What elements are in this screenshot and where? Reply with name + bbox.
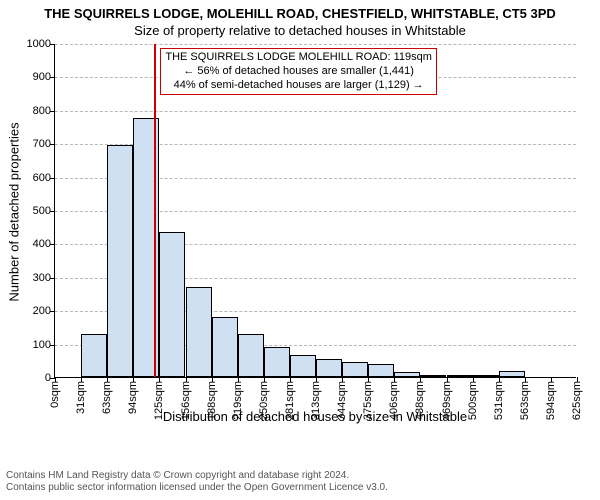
ytick-label: 800 <box>17 105 55 117</box>
xtick-label: 0sqm <box>49 377 61 408</box>
ytick-label: 500 <box>17 205 55 217</box>
ytick-label: 100 <box>17 339 55 351</box>
bar <box>81 334 107 377</box>
footer: Contains HM Land Registry data © Crown c… <box>0 466 394 500</box>
gridline <box>55 44 576 45</box>
bar <box>238 334 264 377</box>
bar <box>212 317 238 377</box>
gridline <box>55 111 576 112</box>
annotation-line: ← 56% of detached houses are smaller (1,… <box>165 65 432 79</box>
chart-area: 010020030040050060070080090010000sqm31sq… <box>54 44 576 422</box>
bar <box>342 362 368 377</box>
annotation-line: 44% of semi-detached houses are larger (… <box>165 79 432 93</box>
marker-line <box>154 44 156 377</box>
bar <box>186 287 212 377</box>
plot-area: 010020030040050060070080090010000sqm31sq… <box>54 44 576 378</box>
bar <box>159 232 185 377</box>
bar <box>107 145 133 377</box>
ytick-label: 400 <box>17 238 55 250</box>
footer-line-2: Contains public sector information licen… <box>6 482 388 494</box>
ytick-label: 300 <box>17 272 55 284</box>
footer-line-1: Contains HM Land Registry data © Crown c… <box>6 470 388 482</box>
page-subtitle: Size of property relative to detached ho… <box>0 21 600 38</box>
ytick-label: 700 <box>17 138 55 150</box>
bar <box>316 359 342 377</box>
bar <box>368 364 394 377</box>
ytick-label: 600 <box>17 172 55 184</box>
bar <box>264 347 290 377</box>
x-axis-label: Distribution of detached houses by size … <box>54 409 576 424</box>
ytick-label: 200 <box>17 305 55 317</box>
ytick-label: 1000 <box>17 38 55 50</box>
annotation-line: THE SQUIRRELS LODGE MOLEHILL ROAD: 119sq… <box>165 51 432 65</box>
ytick-label: 900 <box>17 71 55 83</box>
page-title: THE SQUIRRELS LODGE, MOLEHILL ROAD, CHES… <box>0 0 600 21</box>
annotation-box: THE SQUIRRELS LODGE MOLEHILL ROAD: 119sq… <box>160 48 437 95</box>
bar <box>290 355 316 377</box>
